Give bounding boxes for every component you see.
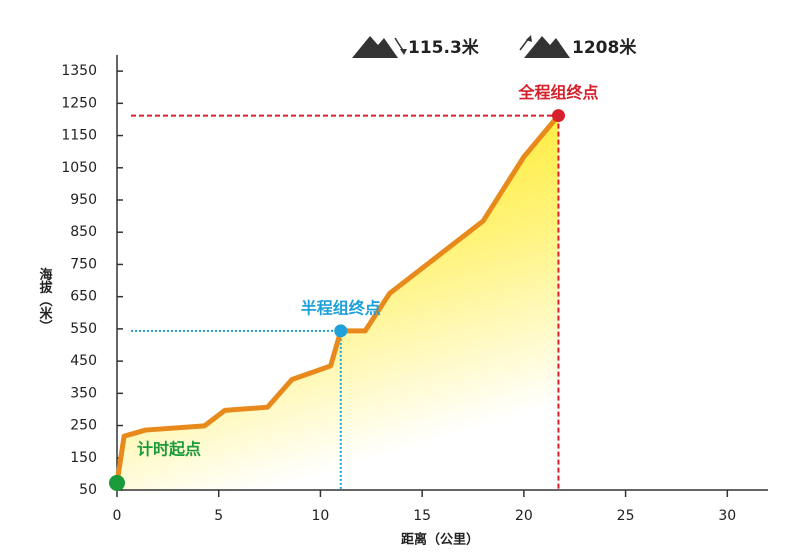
x-tick-label: 30 [718, 508, 736, 524]
x-tick-label: 5 [214, 508, 223, 524]
stat-descent: 115.3米 [408, 37, 480, 58]
y-tick-label: 350 [70, 385, 97, 401]
y-tick-label: 850 [70, 224, 97, 240]
y-tick-label: 1150 [61, 128, 97, 144]
y-tick-label: 250 [70, 418, 97, 434]
annotation-label: 半程组终点 [301, 298, 381, 317]
y-tick-label: 550 [70, 321, 97, 337]
stat-ascent: 1208米 [572, 37, 637, 58]
marker [109, 474, 125, 491]
marker [334, 324, 348, 338]
y-tick-label: 950 [70, 192, 97, 208]
elevation-line [114, 113, 561, 484]
x-tick-label: 10 [312, 508, 330, 524]
annotation-label: 全程组终点 [517, 83, 598, 102]
x-tick-label: 0 [113, 508, 122, 524]
y-tick-label: 450 [70, 353, 97, 369]
y-tick-label: 650 [70, 289, 97, 305]
area-fill [117, 115, 559, 491]
y-tick-label: 750 [70, 256, 97, 272]
x-tick-label: 15 [413, 508, 431, 524]
marker [551, 109, 565, 123]
y-axis-title: 海拔（米） [37, 267, 54, 333]
y-tick-label: 1050 [61, 160, 97, 176]
y-tick-label: 1350 [61, 63, 97, 79]
y-tick-label: 50 [79, 482, 97, 498]
stats-icons [352, 35, 570, 58]
annotation-label: 计时起点 [137, 439, 201, 458]
y-tick-label: 1250 [61, 95, 97, 111]
x-axis-title: 距离（公里） [401, 532, 479, 548]
x-tick-label: 25 [617, 508, 635, 524]
y-tick-label: 150 [70, 450, 97, 466]
x-tick-label: 20 [515, 508, 533, 524]
